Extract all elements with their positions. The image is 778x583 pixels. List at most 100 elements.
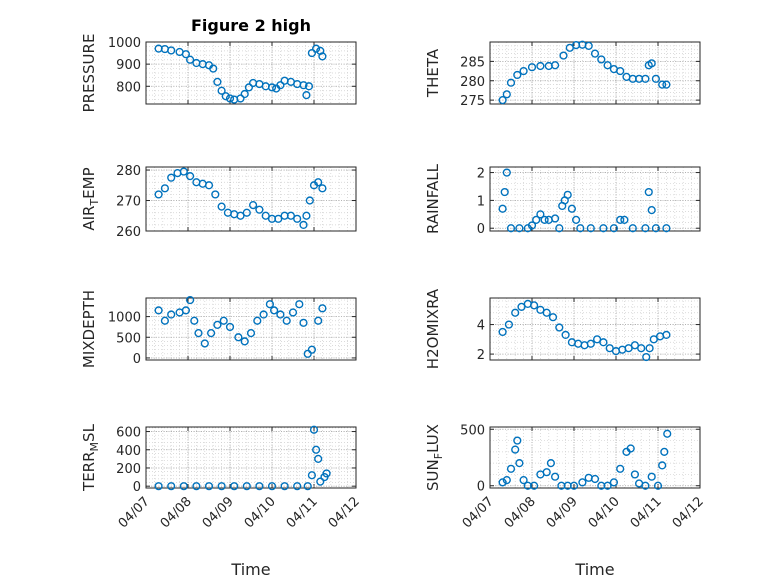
- data-point: [647, 206, 656, 215]
- data-point: [663, 429, 672, 438]
- data-point: [548, 313, 558, 322]
- data-point: [590, 474, 600, 484]
- data-point: [309, 425, 319, 434]
- data-point: [527, 63, 537, 72]
- data-point: [527, 221, 537, 230]
- data-point: [255, 205, 264, 214]
- y-axis-label: PRESSURE: [80, 34, 98, 113]
- data-point: [647, 59, 656, 68]
- data-point: [186, 295, 195, 305]
- x-axis-label: Time: [574, 560, 614, 579]
- axes-box: [145, 297, 357, 361]
- data-point: [644, 187, 653, 197]
- y-axis-label: H2OMIXRA: [424, 288, 442, 369]
- y-tick-label: 0: [477, 222, 485, 237]
- data-point: [597, 55, 606, 64]
- figure-title: Figure 2 high: [191, 16, 311, 35]
- data-point: [302, 91, 311, 100]
- y-tick-label: 280: [460, 75, 485, 90]
- y-tick-label: 1000: [108, 311, 141, 326]
- data-point: [513, 70, 522, 80]
- data-point: [637, 344, 646, 353]
- data-point: [630, 341, 640, 350]
- data-point: [318, 52, 327, 61]
- data-point: [204, 482, 214, 491]
- data-point: [221, 92, 230, 101]
- y-axis-label: SUNFLUX: [424, 424, 445, 491]
- data-point: [270, 306, 279, 315]
- data-point: [322, 469, 331, 478]
- data-point: [616, 66, 625, 76]
- data-point: [515, 224, 524, 233]
- data-point: [599, 338, 608, 347]
- subplot-theta: 275 280 285 THETA: [424, 40, 701, 109]
- data-point: [307, 471, 317, 480]
- data-point: [253, 316, 262, 325]
- data-point: [302, 211, 311, 220]
- y-tick-label: 600: [116, 426, 141, 441]
- data-point: [529, 301, 539, 310]
- data-point: [194, 329, 203, 338]
- data-point: [234, 333, 243, 342]
- y-tick-label: 260: [116, 225, 141, 240]
- data-point: [561, 330, 570, 340]
- data-point: [209, 64, 218, 73]
- data-point: [299, 81, 308, 90]
- axes-box: [145, 41, 357, 105]
- data-point: [255, 482, 264, 491]
- data-point: [267, 83, 277, 92]
- data-point: [181, 306, 191, 315]
- data-point: [599, 224, 608, 233]
- data-point: [217, 482, 226, 491]
- y-axis-label: TERRMSL: [80, 423, 101, 492]
- data-point: [318, 184, 327, 193]
- data-point: [312, 44, 321, 53]
- data-point: [567, 204, 577, 213]
- data-point: [312, 445, 321, 454]
- data-point: [653, 481, 663, 490]
- data-point: [307, 48, 317, 58]
- y-tick-label: 0: [133, 480, 141, 495]
- data-point: [181, 50, 191, 59]
- y-tick-label: 0: [477, 480, 485, 495]
- data-point: [550, 61, 560, 70]
- data-point: [592, 335, 602, 344]
- data-point: [658, 461, 667, 470]
- subplot-rainfall: 0 1 2 RAINFALL: [424, 163, 701, 237]
- data-point: [517, 302, 526, 311]
- data-point: [571, 215, 581, 224]
- axes-box: [489, 41, 701, 105]
- data-point: [225, 322, 235, 332]
- data-point: [259, 310, 268, 319]
- data-point: [207, 329, 216, 338]
- data-point: [569, 481, 579, 490]
- data-point: [511, 308, 520, 317]
- y-tick-label: 2: [477, 167, 485, 182]
- data-point: [609, 478, 619, 487]
- data-point: [261, 211, 270, 220]
- data-point: [586, 224, 595, 233]
- data-point: [511, 445, 520, 454]
- y-tick-label: 800: [116, 80, 141, 95]
- data-point: [293, 214, 302, 223]
- data-point: [219, 316, 228, 325]
- data-point: [236, 94, 245, 103]
- data-point: [662, 80, 671, 89]
- data-point: [662, 224, 671, 233]
- data-point: [645, 344, 654, 353]
- subplot-pressure: 800 900 1000 PRESSURE: [80, 34, 357, 113]
- y-tick-label: 275: [460, 94, 485, 109]
- subplot-h2omixra: 2 4 H2OMIXRA: [424, 288, 701, 369]
- data-point: [217, 86, 226, 95]
- data-point: [515, 459, 524, 468]
- data-point: [555, 323, 564, 332]
- axes-box: [489, 166, 701, 232]
- data-point: [502, 90, 511, 99]
- data-point: [616, 464, 625, 473]
- data-point: [267, 482, 277, 491]
- data-point: [550, 472, 560, 481]
- data-point: [620, 215, 629, 224]
- data-point: [186, 172, 195, 181]
- data-point: [576, 224, 585, 233]
